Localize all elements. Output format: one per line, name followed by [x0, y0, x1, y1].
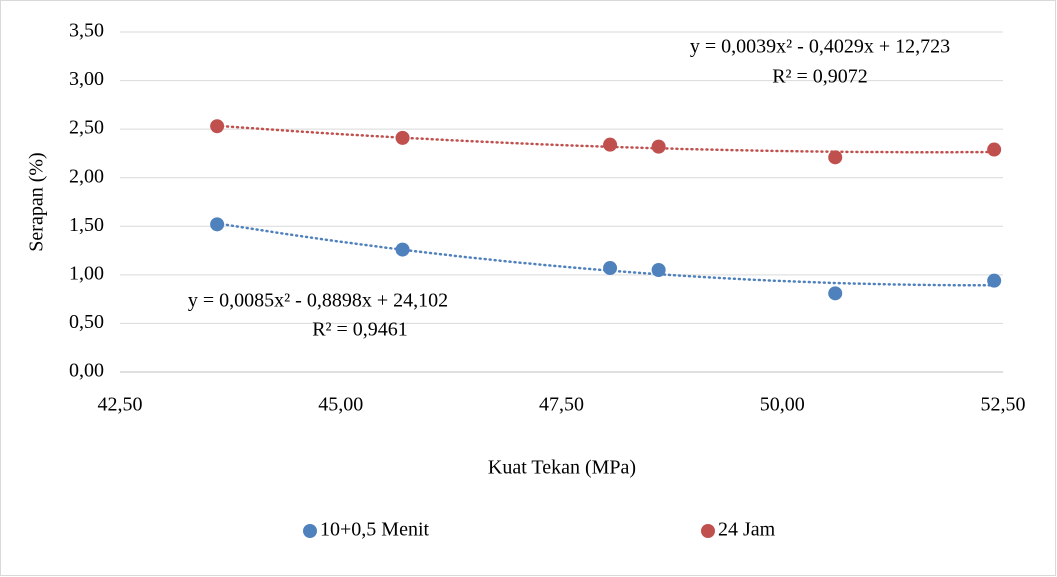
data-point [987, 142, 1002, 157]
y-tick-label: 0,00 [69, 360, 104, 382]
x-tick-label: 50,00 [760, 394, 805, 416]
data-point [651, 263, 666, 277]
legend-label: 24 Jam [718, 519, 776, 541]
y-tick-label: 0,50 [69, 311, 104, 333]
data-point [987, 273, 1002, 288]
y-tick-label: 2,50 [69, 117, 104, 139]
legend-marker [303, 524, 317, 538]
x-tick-label: 52,50 [981, 394, 1026, 416]
y-tick-label: 3,00 [69, 68, 104, 90]
data-point [828, 150, 843, 165]
x-tick-label: 42,50 [98, 394, 143, 416]
data-point [603, 261, 618, 276]
data-point [210, 119, 225, 134]
trendline-equation: y = 0,0085x² - 0,8898x + 24,102 [188, 290, 448, 312]
y-tick-label: 2,00 [69, 165, 104, 187]
y-axis-label: Serapan (%) [26, 152, 48, 251]
y-tick-label: 1,50 [69, 214, 104, 236]
legend-marker [701, 524, 715, 538]
trendline-equation: y = 0,0039x² - 0,4029x + 12,723 [690, 36, 950, 58]
data-point [210, 217, 225, 232]
data-point [603, 137, 618, 152]
r-squared: R² = 0,9072 [772, 66, 868, 88]
data-point [395, 242, 410, 257]
data-point [651, 139, 666, 154]
x-tick-label: 47,50 [539, 394, 584, 416]
y-tick-label: 3,50 [69, 20, 104, 42]
legend-label: 10+0,5 Menit [320, 519, 429, 541]
data-point [395, 130, 410, 145]
x-axis-label: Kuat Tekan (MPa) [488, 457, 636, 479]
x-tick-label: 45,00 [318, 394, 363, 416]
r-squared: R² = 0,9461 [312, 319, 408, 341]
data-point [828, 286, 843, 301]
y-tick-label: 1,00 [69, 262, 104, 284]
